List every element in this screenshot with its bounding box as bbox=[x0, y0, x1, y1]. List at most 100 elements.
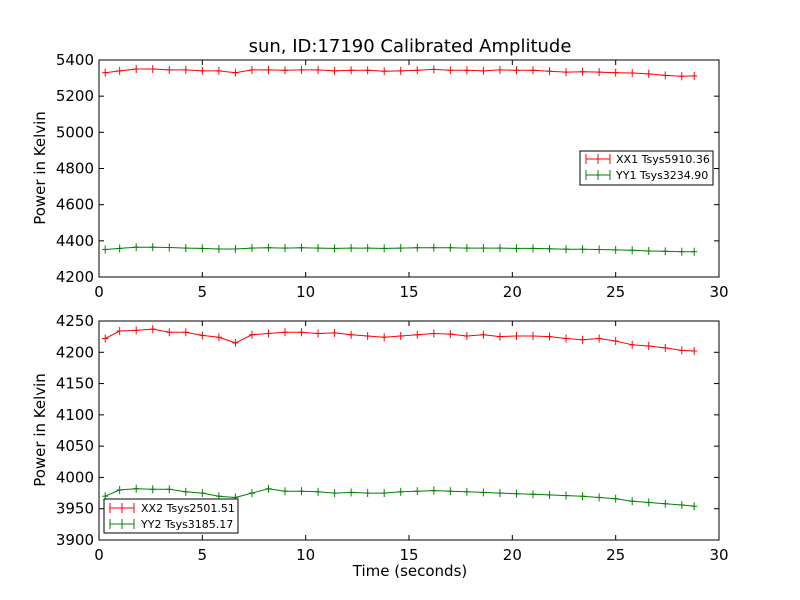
bottom-data-point bbox=[430, 329, 437, 338]
bottom-data-point bbox=[166, 485, 173, 494]
top-data-point bbox=[612, 245, 619, 254]
bottom-legend-label-xx2: XX2 Tsys2501.51 bbox=[141, 502, 235, 515]
top-data-point bbox=[496, 244, 503, 253]
bottom-y-tick-label: 3950 bbox=[56, 500, 94, 518]
top-data-point bbox=[182, 65, 189, 74]
top-data-point bbox=[612, 68, 619, 77]
top-data-point bbox=[513, 244, 520, 253]
top-data-point bbox=[282, 244, 288, 253]
bottom-data-point bbox=[133, 484, 140, 493]
top-data-point bbox=[563, 245, 570, 254]
top-data-point bbox=[662, 247, 669, 256]
bottom-data-point bbox=[364, 489, 371, 498]
bottom-data-point bbox=[530, 332, 536, 341]
bottom-data-point bbox=[496, 332, 503, 341]
bottom-data-point bbox=[513, 489, 520, 498]
top-data-point bbox=[530, 66, 536, 75]
bottom-data-point bbox=[414, 487, 421, 496]
bottom-data-point bbox=[691, 347, 698, 356]
top-data-point bbox=[496, 65, 503, 74]
top-legend-entry-yy1: YY1 Tsys3234.90 bbox=[585, 169, 708, 182]
bottom-data-point bbox=[348, 488, 355, 497]
bottom-data-point bbox=[645, 342, 652, 351]
bottom-x-tick-label: 10 bbox=[296, 546, 315, 564]
bottom-subplot: 0 5 10 15 20 25 30 3900 3950 4000 4050 4… bbox=[31, 312, 729, 580]
top-data-point bbox=[348, 66, 355, 75]
top-y-tick-label: 4800 bbox=[56, 160, 94, 178]
top-y-tick-label: 5000 bbox=[56, 123, 94, 141]
top-x-tick-label: 15 bbox=[399, 283, 418, 301]
bottom-data-point bbox=[463, 332, 470, 341]
bottom-data-point bbox=[662, 343, 669, 352]
top-data-point bbox=[579, 245, 586, 254]
top-data-point bbox=[199, 66, 206, 75]
bottom-data-point bbox=[102, 334, 109, 343]
top-y-tick-label: 5400 bbox=[56, 51, 94, 69]
top-data-point bbox=[430, 243, 437, 252]
bottom-data-point bbox=[447, 487, 454, 496]
bottom-data-point bbox=[612, 494, 619, 503]
bottom-y-tick-label: 3900 bbox=[56, 531, 94, 549]
top-data-point bbox=[348, 244, 355, 253]
bottom-data-point bbox=[331, 489, 338, 498]
top-data-point bbox=[116, 66, 123, 75]
bottom-data-point bbox=[546, 490, 553, 499]
bottom-y-tick-label: 4000 bbox=[56, 468, 94, 486]
top-data-point bbox=[215, 66, 222, 75]
top-data-point bbox=[645, 69, 652, 78]
bottom-legend-label-yy2: YY2 Tsys3185.17 bbox=[140, 518, 233, 531]
bottom-x-tick-labels: 0 5 10 15 20 25 30 bbox=[94, 546, 728, 564]
bottom-data-point bbox=[397, 332, 404, 341]
top-data-point bbox=[463, 244, 470, 253]
top-data-point bbox=[397, 244, 404, 253]
top-legend-box bbox=[579, 150, 714, 186]
bottom-legend-entry-xx2: XX2 Tsys2501.51 bbox=[109, 502, 235, 515]
bottom-data-point bbox=[315, 487, 322, 496]
bottom-data-point bbox=[199, 331, 206, 340]
top-data-point bbox=[116, 244, 123, 253]
bottom-data-point bbox=[596, 334, 603, 343]
top-data-point bbox=[248, 244, 255, 253]
top-data-point bbox=[447, 243, 454, 252]
top-data-point bbox=[530, 244, 536, 253]
bottom-data-point bbox=[265, 329, 272, 338]
top-subplot: 0 5 10 15 20 25 30 4200 4400 4600 4800 5… bbox=[31, 51, 729, 301]
top-data-point bbox=[513, 66, 520, 75]
x-axis-label: Time (seconds) bbox=[352, 562, 468, 580]
bottom-data-point bbox=[182, 328, 189, 337]
top-data-point bbox=[166, 65, 173, 74]
top-legend-entry-xx1: XX1 Tsys5910.36 bbox=[585, 153, 710, 166]
top-data-point bbox=[430, 65, 437, 74]
bottom-data-point bbox=[678, 346, 685, 355]
bottom-y-tick-labels: 3900 3950 4000 4050 4100 4150 4200 4250 bbox=[56, 312, 94, 549]
top-x-tick-label: 5 bbox=[198, 283, 208, 301]
top-data-point bbox=[215, 244, 222, 253]
bottom-data-point bbox=[232, 338, 239, 347]
top-data-point bbox=[579, 67, 586, 76]
bottom-data-point bbox=[513, 332, 520, 341]
bottom-data-point bbox=[364, 332, 371, 341]
bottom-data-point bbox=[596, 493, 603, 502]
bottom-data-point bbox=[678, 500, 685, 509]
top-data-point bbox=[563, 68, 570, 77]
top-legend-label-xx1: XX1 Tsys5910.36 bbox=[616, 153, 710, 166]
top-data-point bbox=[546, 67, 553, 76]
top-data-point bbox=[596, 68, 603, 77]
bottom-series-group bbox=[102, 325, 698, 511]
top-data-point bbox=[596, 245, 603, 254]
bottom-data-point bbox=[199, 489, 206, 498]
bottom-data-point bbox=[645, 498, 652, 507]
bottom-x-tick-label: 25 bbox=[606, 546, 625, 564]
top-data-point bbox=[315, 244, 322, 253]
top-data-point bbox=[149, 243, 156, 252]
bottom-data-point bbox=[265, 484, 272, 493]
bottom-data-point bbox=[579, 492, 586, 501]
top-y-tick-label: 5200 bbox=[56, 87, 94, 105]
top-data-point bbox=[331, 244, 338, 253]
top-legend: XX1 Tsys5910.36 YY1 Tsys3234.90 bbox=[579, 150, 714, 186]
bottom-data-point bbox=[496, 489, 503, 498]
top-data-point bbox=[102, 68, 109, 77]
top-data-point bbox=[248, 65, 255, 74]
top-x-tick-label: 20 bbox=[503, 283, 522, 301]
top-data-point bbox=[546, 244, 553, 253]
